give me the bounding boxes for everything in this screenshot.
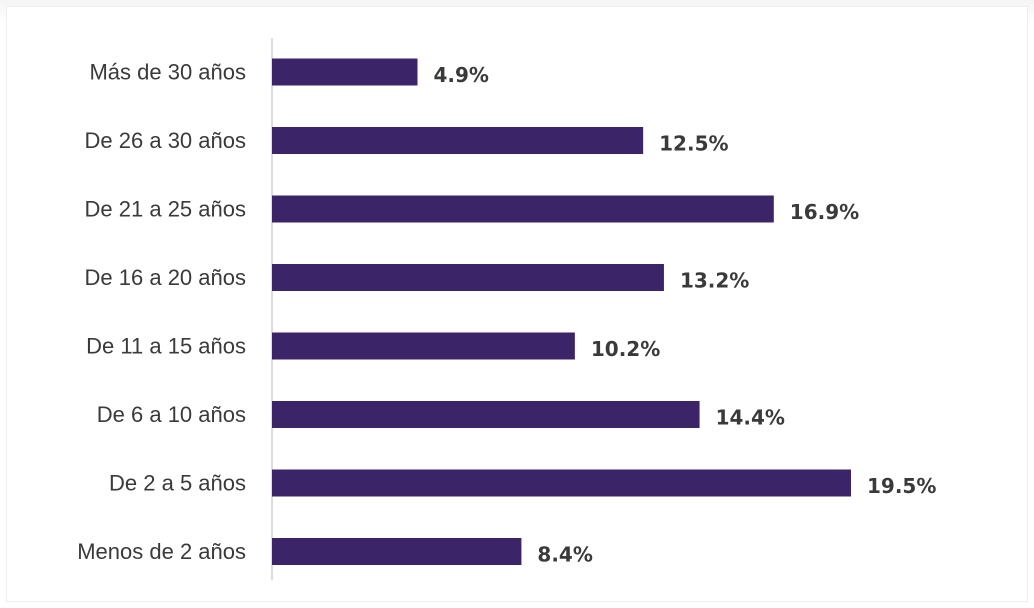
chart-frame xyxy=(6,6,1028,602)
value-label: 8.4% xyxy=(537,543,592,567)
value-label: 10.2% xyxy=(591,337,660,361)
value-label: 12.5% xyxy=(659,132,728,156)
category-label: De 11 a 15 años xyxy=(86,334,246,359)
category-labels-group: Más de 30 años De 26 a 30 años De 21 a 25 … xyxy=(77,60,246,565)
category-label: De 6 a 10 años xyxy=(97,402,246,427)
category-label: De 26 a 30 años xyxy=(85,128,246,153)
bar xyxy=(272,58,418,86)
bar xyxy=(272,469,851,497)
category-label: De 16 a 20 años xyxy=(85,265,246,290)
bar xyxy=(272,538,522,565)
category-label: De 2 a 5 años xyxy=(109,471,246,496)
value-label: 13.2% xyxy=(680,269,749,293)
value-label: 4.9% xyxy=(433,63,488,87)
bar xyxy=(272,332,575,360)
value-label: 19.5% xyxy=(867,474,936,498)
bar xyxy=(272,195,774,223)
bar xyxy=(272,127,644,154)
category-label: De 21 a 25 años xyxy=(85,197,246,222)
bar xyxy=(272,264,664,291)
value-labels-group: 4.9% 12.5% 16.9% 13.2% 10.2% 14.4% 19.5% 8.4% xyxy=(433,63,936,567)
bar xyxy=(272,401,700,428)
value-label: 16.9% xyxy=(790,200,859,224)
value-label: 14.4% xyxy=(716,406,785,430)
category-label: Menos de 2 años xyxy=(77,539,246,564)
category-label: Más de 30 años xyxy=(89,60,246,85)
bars-group xyxy=(272,58,851,565)
